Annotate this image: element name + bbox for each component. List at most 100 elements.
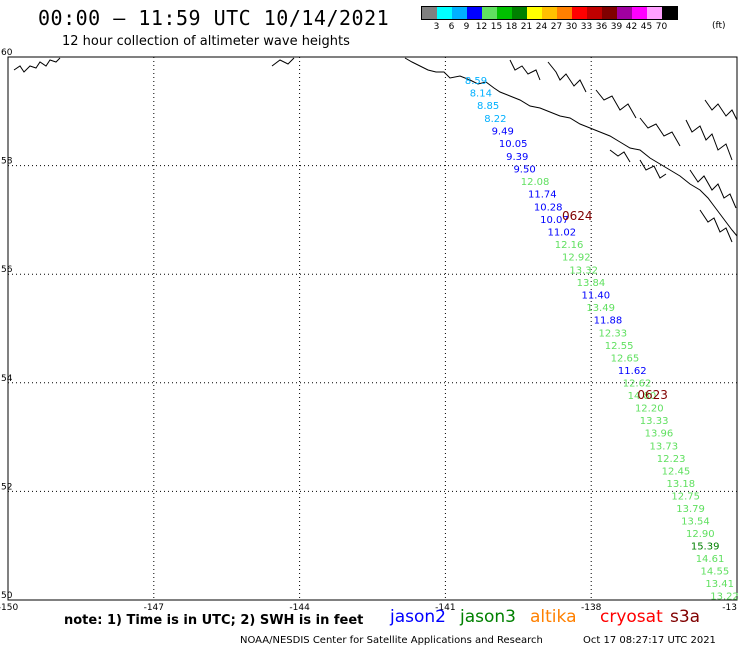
legend-label: 33: [580, 22, 593, 32]
legend-swatch: [617, 7, 632, 19]
wave-height-value: 13.79: [676, 504, 705, 515]
legend-label: 45: [640, 22, 653, 32]
legend-label: 30: [565, 22, 578, 32]
wave-height-value: 10.05: [499, 139, 528, 150]
lon-tick-label: -141: [435, 603, 455, 613]
map-frame: [7, 56, 738, 601]
wave-height-value: 14.61: [696, 554, 725, 565]
legend-label: 39: [610, 22, 623, 32]
coastline: [13, 57, 738, 243]
lon-tick-label: -147: [144, 603, 164, 613]
legend-swatch: [467, 7, 482, 19]
wave-height-value: 9.50: [513, 165, 535, 176]
wave-height-value: 12.90: [686, 529, 715, 540]
legend-label: 21: [520, 22, 533, 32]
satellite-cryosat: cryosat: [600, 607, 663, 627]
wave-height-value: 13.41: [705, 579, 734, 590]
wave-height-value: 14.80: [628, 391, 657, 402]
legend-labels: 3 6 9 12 15 18 21 24 27 30 33 36 39 42 45 70: [421, 20, 678, 34]
wave-height-value: 8.14: [470, 89, 492, 100]
lon-tick-label: -13: [722, 603, 737, 613]
lat-tick-label: 58: [1, 157, 13, 167]
lat-tick-label: 54: [1, 374, 13, 384]
pass-time-label: 0623: [637, 388, 668, 402]
legend-swatch: [557, 7, 572, 19]
satellite-jason2: jason2: [390, 607, 446, 627]
wave-height-value: 13.32: [569, 266, 598, 277]
wave-height-value: 12.33: [598, 329, 627, 340]
legend-label: 24: [535, 22, 548, 32]
satellite-jason3: jason3: [460, 607, 516, 627]
wave-height-value: 13.33: [640, 416, 669, 427]
legend-swatch: [542, 7, 557, 19]
wave-height-value: 11.40: [581, 291, 610, 302]
wave-height-value: 11.02: [547, 228, 576, 239]
wave-height-value: 13.22: [710, 591, 739, 602]
footer-note: note: 1) Time is in UTC; 2) SWH is in fe…: [64, 613, 364, 628]
wave-height-value: 15.39: [691, 542, 720, 553]
wave-height-value: 9.49: [492, 127, 514, 138]
wave-height-value: 12.75: [671, 492, 700, 503]
wave-height-value: 11.62: [618, 366, 647, 377]
legend-label: 3: [433, 22, 440, 32]
wave-height-value: 12.23: [657, 454, 686, 465]
wave-height-value: 12.20: [635, 404, 664, 415]
satellite-altika: altika: [530, 607, 577, 627]
wave-height-value: 13.49: [586, 303, 615, 314]
map-subtitle: 12 hour collection of altimeter wave hei…: [62, 34, 350, 49]
wave-height-value: 11.74: [528, 190, 557, 201]
legend-swatch: [482, 7, 497, 19]
wave-height-value: 12.92: [562, 253, 591, 264]
pass-time-label: 0624: [562, 209, 593, 223]
legend-label: 70: [655, 22, 668, 32]
legend-swatch: [437, 7, 452, 19]
legend-label: 27: [550, 22, 563, 32]
legend-label: 15: [490, 22, 503, 32]
lat-tick-label: 50: [1, 591, 13, 601]
wave-height-value: 12.16: [555, 240, 584, 251]
wave-height-value: 10.07: [540, 215, 569, 226]
wave-height-value: 12.08: [521, 177, 550, 188]
lat-tick-label: 52: [1, 482, 12, 492]
legend-label: 6: [448, 22, 455, 32]
legend-swatch: [527, 7, 542, 19]
wave-height-value: 12.55: [605, 341, 634, 352]
lon-tick-label: -138: [581, 603, 602, 613]
legend-swatch: [602, 7, 617, 19]
satellite-s3a: s3a: [670, 607, 701, 627]
wave-height-value: 12.65: [611, 354, 640, 365]
wave-height-value: 10.28: [534, 203, 563, 214]
wave-height-value: 11.88: [594, 316, 623, 327]
lat-tick-label: 60: [1, 48, 13, 58]
legend-swatch: [572, 7, 587, 19]
lon-tick-label: -144: [289, 603, 310, 613]
legend-unit: (ft): [712, 21, 726, 31]
map-title: 00:00 – 11:59 UTC 10/14/2021: [38, 6, 390, 30]
wave-height-value: 8.22: [484, 114, 506, 125]
lon-tick-label: -150: [0, 603, 18, 613]
wave-height-value: 8.85: [477, 101, 499, 112]
wave-height-value: 12.62: [623, 379, 652, 390]
legend-swatch: [422, 7, 437, 19]
wave-height-value: 13.18: [667, 479, 696, 490]
axis-labels: 60 58 56 54 52 50 -150 -147 -144 -141 -138 -13: [0, 48, 737, 613]
legend-label: 9: [463, 22, 470, 32]
legend-swatch: [452, 7, 467, 19]
wave-height-value: 13.96: [645, 429, 674, 440]
wave-height-value: 9.39: [506, 152, 528, 163]
legend-label: 12: [475, 22, 488, 32]
legend-swatch: [587, 7, 602, 19]
wave-height-legend: 3 6 9 12 15 18 21 24 27 30 33 36 39 42 45 70: [421, 6, 678, 34]
wave-height-value: 13.73: [650, 442, 679, 453]
legend-swatch: [647, 7, 662, 19]
generated-timestamp: Oct 17 08:27:17 UTC 2021: [583, 635, 716, 646]
legend-label: 36: [595, 22, 608, 32]
legend-label: 42: [625, 22, 638, 32]
wave-height-value: 13.84: [577, 278, 606, 289]
credit-text: NOAA/NESDIS Center for Satellite Applica…: [240, 635, 543, 646]
wave-height-value: 13.54: [681, 517, 710, 528]
wave-height-value: 12.45: [662, 467, 691, 478]
legend-swatch: [632, 7, 647, 19]
